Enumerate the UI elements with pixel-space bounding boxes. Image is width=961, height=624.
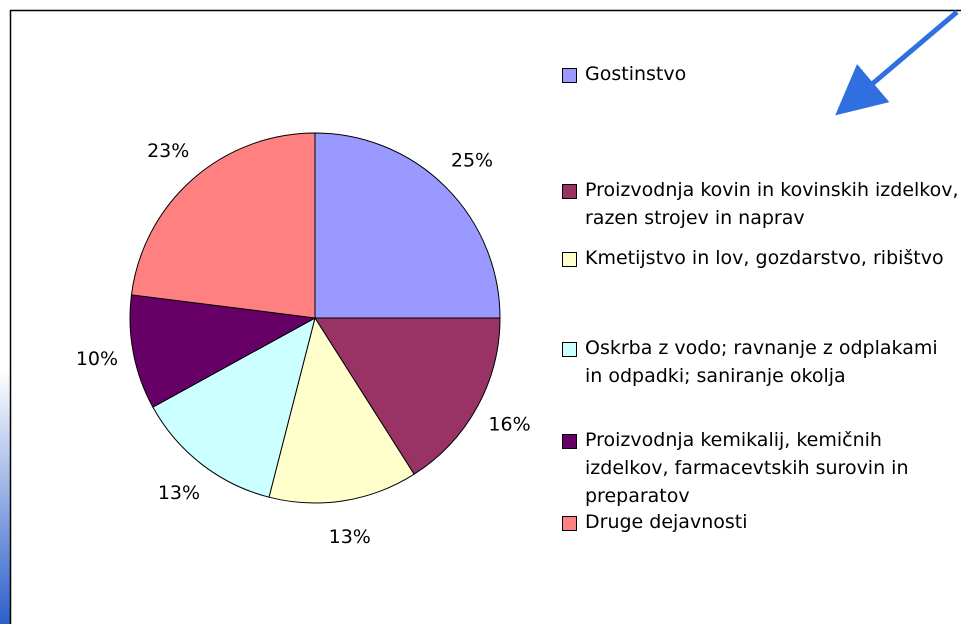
legend-swatch	[562, 68, 577, 83]
legend-item: Druge dejavnosti	[562, 508, 961, 536]
legend-label: Proizvodnja kovin in kovinskih izdelkov,…	[585, 179, 959, 229]
data-label: 25%	[451, 150, 493, 172]
legend-swatch	[562, 252, 577, 267]
legend-item: Proizvodnja kemikalij, kemičnih izdelkov…	[562, 426, 961, 510]
legend-label: Gostinstvo	[585, 63, 687, 85]
legend-swatch	[562, 516, 577, 531]
legend: Gostinstvo Proizvodnja kovin in kovinskih…	[562, 60, 961, 540]
legend-item: Kmetijstvo in lov, gozdarstvo, ribištvo	[562, 244, 961, 272]
data-label: 10%	[76, 348, 118, 370]
legend-label: Oskrba z vodo; ravnanje z odplakami in o…	[585, 337, 938, 387]
data-label: 23%	[147, 140, 189, 162]
legend-label: Kmetijstvo in lov, gozdarstvo, ribištvo	[585, 247, 944, 269]
legend-label: Druge dejavnosti	[585, 511, 748, 533]
legend-swatch	[562, 342, 577, 357]
legend-swatch	[562, 434, 577, 449]
data-label: 13%	[329, 526, 371, 548]
side-strip	[0, 370, 10, 624]
data-label: 13%	[158, 482, 200, 504]
legend-label: Proizvodnja kemikalij, kemičnih izdelkov…	[585, 429, 909, 507]
data-label: 16%	[488, 413, 530, 435]
legend-swatch	[562, 184, 577, 199]
pie-slice	[130, 132, 316, 319]
pie-slice	[268, 316, 415, 504]
pie: 25% 16% 13% 13% 10% 23%	[76, 132, 531, 548]
pie-slice	[129, 294, 317, 408]
legend-item: Oskrba z vodo; ravnanje z odplakami in o…	[562, 334, 961, 390]
arrow	[835, 10, 959, 116]
legend-item: Gostinstvo	[562, 60, 961, 88]
pie-slice	[314, 132, 501, 319]
pie-slice	[314, 317, 501, 475]
legend-item: Proizvodnja kovin in kovinskih izdelkov,…	[562, 176, 961, 232]
chart-frame	[9, 9, 961, 624]
pie-slice	[152, 317, 316, 498]
